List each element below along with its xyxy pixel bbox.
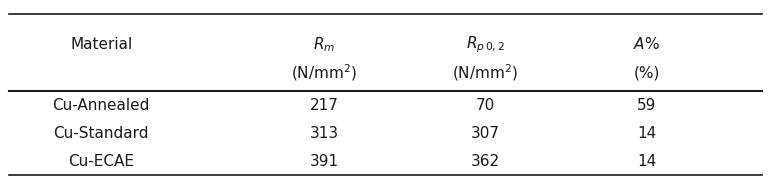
Text: $R_m$: $R_m$ [313,35,335,54]
Text: 313: 313 [309,126,338,141]
Text: $A$%: $A$% [633,36,660,52]
Text: (N/mm$^2$): (N/mm$^2$) [453,63,518,83]
Text: 391: 391 [309,154,338,169]
Text: 307: 307 [471,126,500,141]
Text: Material: Material [70,37,133,52]
Text: Cu-Standard: Cu-Standard [53,126,149,141]
Text: (%): (%) [634,66,660,81]
Text: Cu-ECAE: Cu-ECAE [69,154,134,169]
Text: 70: 70 [476,98,495,112]
Text: 14: 14 [637,154,656,169]
Text: (N/mm$^2$): (N/mm$^2$) [291,63,357,83]
Text: 14: 14 [637,126,656,141]
Text: 217: 217 [310,98,338,112]
Text: $R_{p\,0,2}$: $R_{p\,0,2}$ [466,34,505,55]
Text: 59: 59 [637,98,656,112]
Text: Cu-Annealed: Cu-Annealed [52,98,150,112]
Text: 362: 362 [471,154,500,169]
